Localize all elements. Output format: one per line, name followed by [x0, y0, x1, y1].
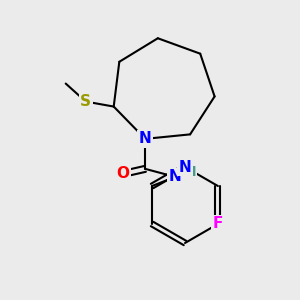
Text: N: N: [139, 131, 152, 146]
Text: O: O: [117, 167, 130, 182]
Text: N: N: [178, 160, 191, 175]
Text: S: S: [80, 94, 91, 109]
Text: N: N: [169, 169, 182, 184]
Text: F: F: [213, 217, 223, 232]
Text: H: H: [184, 165, 196, 179]
